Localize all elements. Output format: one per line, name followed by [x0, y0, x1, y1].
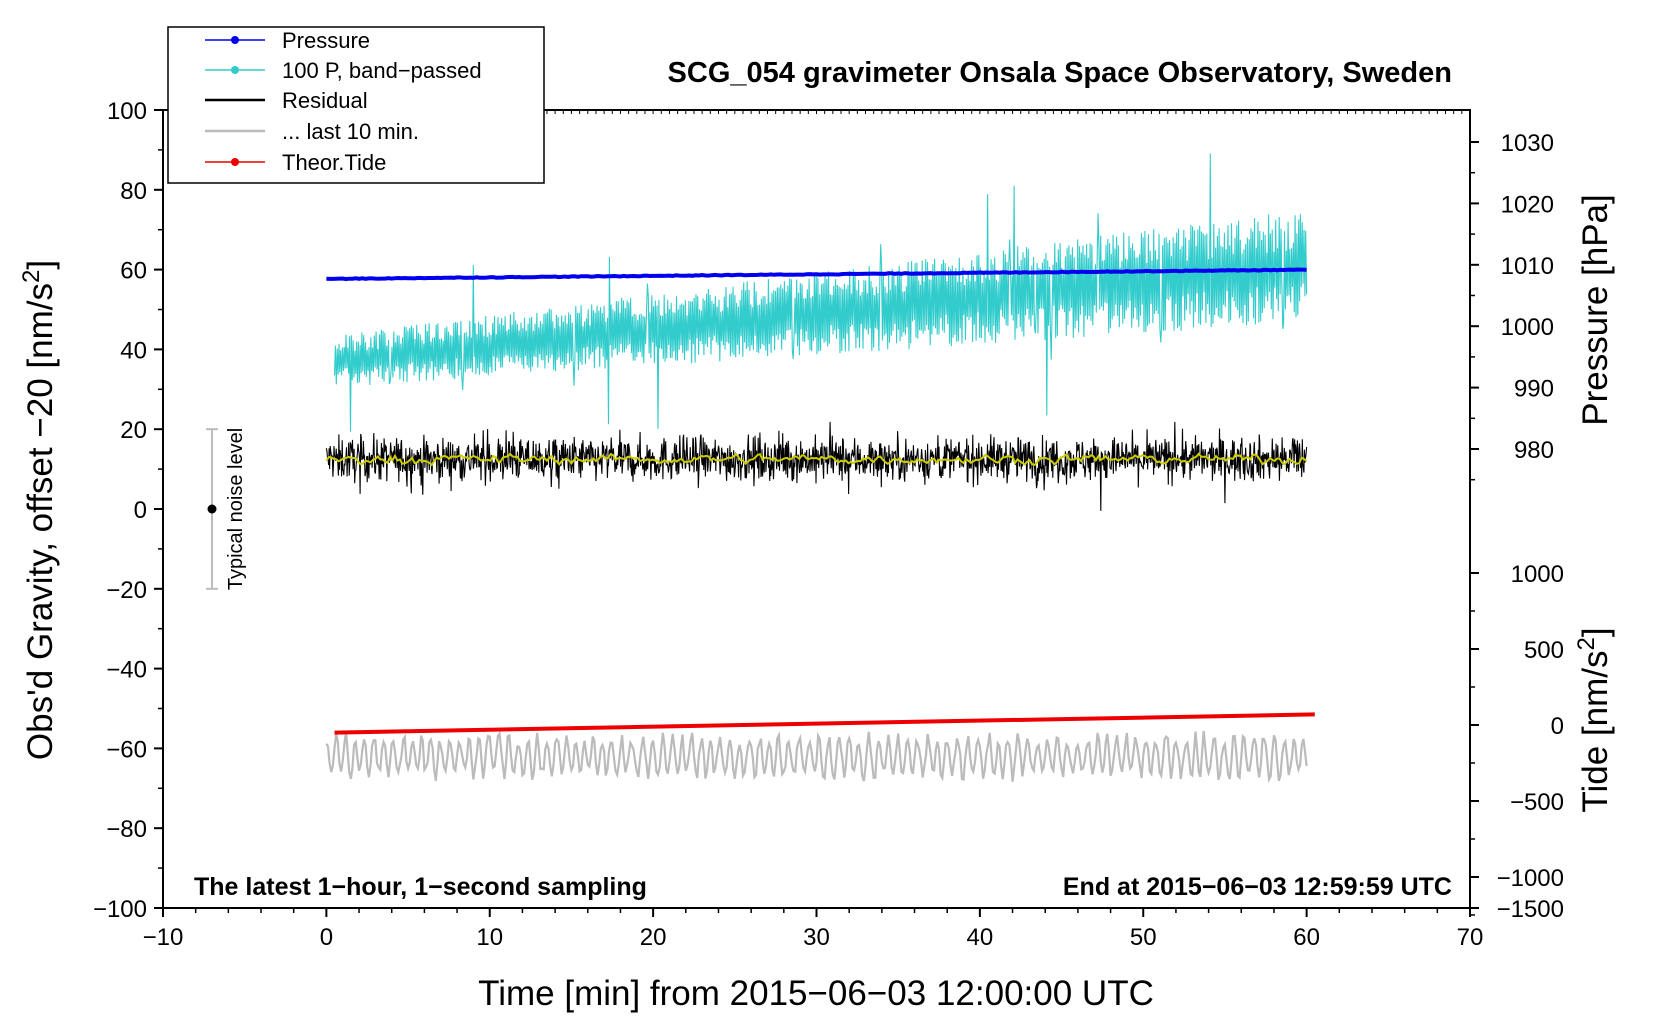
- legend-marker-tide: [231, 158, 239, 166]
- tide-axis-ticks: 1000 500 0 −500 −1000 −1500: [1470, 561, 1564, 923]
- pressure-tick-label: 990: [1514, 376, 1554, 403]
- series-tide-line: [334, 712, 1315, 735]
- y-tick-label: 20: [120, 417, 147, 444]
- pressure-tick-label: 1010: [1501, 253, 1554, 280]
- x-axis-title: Time [min] from 2015−06−03 12:00:00 UTC: [478, 974, 1154, 1013]
- legend-item-tide: Theor.Tide: [205, 150, 386, 175]
- series-bandpassed-line: [333, 153, 1308, 432]
- y-tick-label: −100: [93, 896, 147, 923]
- noise-bar: Typical noise level: [206, 428, 247, 590]
- chart-title: SCG_054 gravimeter Onsala Space Observat…: [668, 57, 1452, 89]
- legend-marker-bandpassed: [231, 66, 239, 74]
- x-tick-label: 40: [967, 924, 994, 951]
- y-tick-label: 60: [120, 258, 147, 285]
- series-residual-smoothed-line: [325, 452, 1308, 467]
- legend-item-bandpassed: 100 P, band−passed: [205, 58, 482, 83]
- legend-label-residual: Residual: [282, 88, 368, 113]
- legend: Pressure 100 P, band−passed Residual ...…: [167, 26, 545, 184]
- y-tick-label: −60: [106, 736, 147, 763]
- x-tick-label: 0: [320, 924, 333, 951]
- x-axis-ticks: −10 0 10 20 30 40 50 60 70: [143, 110, 1484, 951]
- x-tick-label: 30: [803, 924, 830, 951]
- series-residual-line: [325, 421, 1308, 511]
- y-tick-label: 40: [120, 337, 147, 364]
- legend-label-bandpassed: 100 P, band−passed: [282, 58, 482, 83]
- tide-tick-label: −1500: [1497, 896, 1564, 923]
- tide-tick-label: 1000: [1511, 561, 1564, 588]
- x-tick-label: 70: [1457, 924, 1484, 951]
- legend-label-tide: Theor.Tide: [282, 150, 386, 175]
- y-axis-title-tide: Tide [nm/s2]: [1573, 627, 1615, 812]
- noise-bar-dot: [207, 504, 217, 514]
- y-tick-label: −80: [106, 816, 147, 843]
- y-tick-label: 0: [134, 497, 147, 524]
- y-tick-label: 80: [120, 178, 147, 205]
- y-axis-title-pressure: Pressure [hPa]: [1576, 194, 1615, 426]
- pressure-tick-label: 1030: [1501, 130, 1554, 157]
- legend-item-pressure: Pressure: [205, 28, 370, 53]
- x-tick-label: −10: [143, 924, 184, 951]
- legend-item-last10min: ... last 10 min.: [205, 119, 419, 144]
- legend-label-pressure: Pressure: [282, 28, 370, 53]
- legend-marker-pressure: [231, 36, 239, 44]
- pressure-tick-label: 1000: [1501, 314, 1554, 341]
- plot-frame: [162, 109, 1471, 909]
- pressure-tick-label: 980: [1514, 437, 1554, 464]
- tide-tick-label: 500: [1524, 637, 1564, 664]
- tide-tick-label: −1000: [1497, 865, 1564, 892]
- y-axis-ticks: 100 80 60 40 20 0 −20 −40 −60 −80 −100: [93, 98, 163, 923]
- pressure-tick-label: 1020: [1501, 191, 1554, 218]
- tide-tick-label: −500: [1510, 789, 1564, 816]
- y-axis-title-left: Obs'd Gravity, offset −20 [nm/s2]: [18, 260, 60, 760]
- noise-level-label: Typical noise level: [225, 428, 247, 590]
- tide-tick-label: 0: [1551, 713, 1564, 740]
- sampling-annotation: The latest 1−hour, 1−second sampling: [194, 873, 647, 901]
- y-tick-label: 100: [107, 98, 147, 125]
- series-last10min-line: [325, 730, 1308, 784]
- legend-box: [167, 26, 545, 184]
- y-tick-label: −40: [106, 657, 147, 684]
- x-tick-label: 10: [476, 924, 503, 951]
- series-layer: [325, 153, 1315, 784]
- legend-item-residual: Residual: [205, 88, 368, 113]
- legend-label-last10min: ... last 10 min.: [282, 119, 419, 144]
- series-pressure-line: [326, 267, 1307, 282]
- x-tick-label: 20: [640, 924, 667, 951]
- x-tick-label: 50: [1130, 924, 1157, 951]
- end-time-annotation: End at 2015−06−03 12:59:59 UTC: [1063, 873, 1452, 901]
- pressure-axis-ticks: 1030 1020 1010 1000 990 980: [1470, 130, 1554, 481]
- x-tick-label: 60: [1293, 924, 1320, 951]
- y-tick-label: −20: [106, 577, 147, 604]
